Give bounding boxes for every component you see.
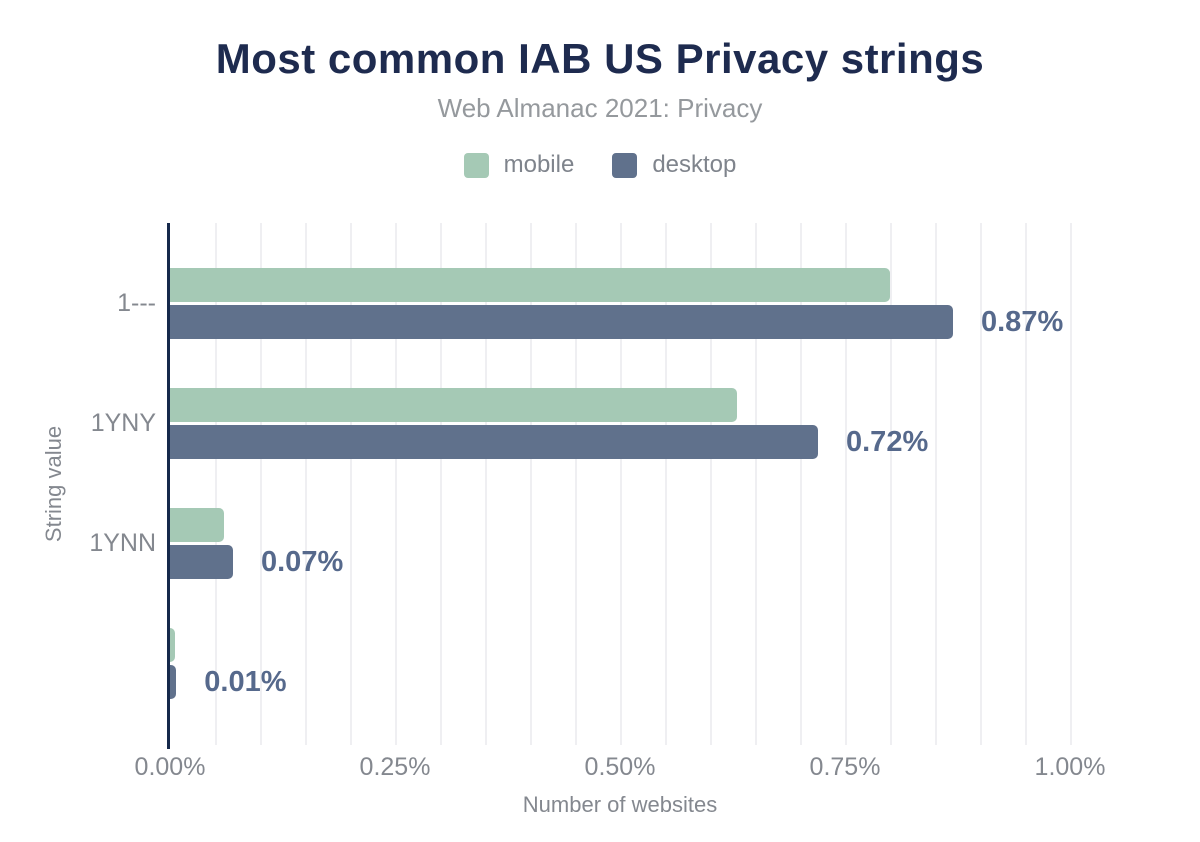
bar-desktop-1YNN[interactable] bbox=[170, 545, 233, 579]
gridline bbox=[980, 223, 982, 745]
gridline bbox=[710, 223, 712, 745]
x-tick-0.25%: 0.25% bbox=[359, 753, 431, 781]
bar-desktop-1---[interactable] bbox=[170, 305, 953, 339]
bar-mobile-1YNY[interactable] bbox=[170, 388, 737, 422]
gridline bbox=[665, 223, 667, 745]
data-label: 0.87% bbox=[981, 306, 1064, 338]
gridline bbox=[395, 223, 397, 745]
gridline bbox=[575, 223, 577, 745]
y-axis-line bbox=[166, 223, 170, 749]
plot-area: 0.87% 0.72% 0.07% 0.01% bbox=[166, 223, 1072, 749]
mobile-swatch-icon bbox=[463, 152, 489, 178]
x-axis-title: Number of websites bbox=[522, 792, 718, 817]
bar-mobile-1YNN[interactable] bbox=[170, 508, 224, 542]
x-tick-0.00%: 0.00% bbox=[134, 753, 206, 781]
gridline bbox=[1025, 223, 1027, 745]
gridline bbox=[1070, 223, 1072, 745]
data-label: 0.01% bbox=[204, 666, 287, 698]
legend: mobile desktop bbox=[0, 151, 1200, 179]
gridline bbox=[800, 223, 802, 745]
gridline bbox=[485, 223, 487, 745]
category-label-1YNN: 1YNN bbox=[89, 529, 156, 557]
x-tick-0.50%: 0.50% bbox=[584, 753, 656, 781]
gridline bbox=[845, 223, 847, 745]
data-label: 0.72% bbox=[846, 426, 929, 458]
gridline bbox=[530, 223, 532, 745]
category-label-1---: 1--- bbox=[117, 289, 156, 317]
gridline bbox=[215, 223, 217, 745]
bar-mobile-1---[interactable] bbox=[170, 268, 890, 302]
gridline bbox=[305, 223, 307, 745]
gridline bbox=[260, 223, 262, 745]
bar-mobile-row4[interactable] bbox=[170, 628, 175, 662]
gridline bbox=[440, 223, 442, 745]
legend-label-mobile: mobile bbox=[503, 151, 575, 178]
bar-desktop-1YNY[interactable] bbox=[170, 425, 818, 459]
gridline bbox=[890, 223, 892, 745]
gridline bbox=[350, 223, 352, 745]
y-axis-title: String value bbox=[41, 425, 66, 543]
legend-item-mobile[interactable]: mobile bbox=[463, 151, 575, 179]
category-label-1YNY: 1YNY bbox=[90, 409, 156, 437]
gridline bbox=[935, 223, 937, 745]
gridline bbox=[755, 223, 757, 745]
legend-label-desktop: desktop bbox=[652, 151, 737, 178]
desktop-swatch-icon bbox=[612, 152, 638, 178]
x-tick-1.00%: 1.00% bbox=[1034, 753, 1106, 781]
bar-desktop-row4[interactable] bbox=[170, 665, 177, 699]
x-tick-0.75%: 0.75% bbox=[809, 753, 881, 781]
gridline bbox=[620, 223, 622, 745]
chart-title: Most common IAB US Privacy strings bbox=[215, 35, 985, 82]
legend-item-desktop[interactable]: desktop bbox=[612, 151, 736, 179]
chart-subtitle: Web Almanac 2021: Privacy bbox=[437, 93, 763, 123]
data-label: 0.07% bbox=[261, 546, 344, 578]
